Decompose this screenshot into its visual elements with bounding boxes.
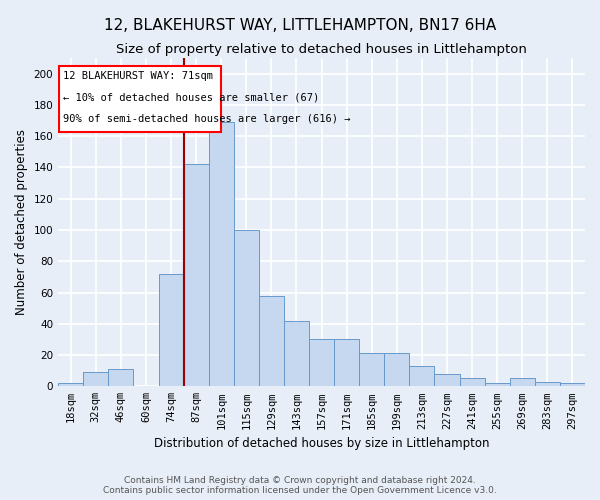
Bar bbox=[284, 320, 309, 386]
Bar bbox=[234, 230, 259, 386]
Bar bbox=[109, 369, 133, 386]
X-axis label: Distribution of detached houses by size in Littlehampton: Distribution of detached houses by size … bbox=[154, 437, 490, 450]
Bar bbox=[510, 378, 535, 386]
Bar bbox=[535, 382, 560, 386]
Bar bbox=[409, 366, 434, 386]
Bar bbox=[259, 296, 284, 386]
Bar bbox=[334, 340, 359, 386]
Text: ← 10% of detached houses are smaller (67): ← 10% of detached houses are smaller (67… bbox=[63, 92, 319, 102]
Bar bbox=[560, 383, 585, 386]
Bar bbox=[359, 354, 385, 386]
Bar bbox=[385, 354, 409, 386]
Text: 12 BLAKEHURST WAY: 71sqm: 12 BLAKEHURST WAY: 71sqm bbox=[63, 70, 213, 81]
Bar bbox=[83, 372, 109, 386]
Bar bbox=[58, 383, 83, 386]
Text: 90% of semi-detached houses are larger (616) →: 90% of semi-detached houses are larger (… bbox=[63, 114, 350, 124]
Bar bbox=[184, 164, 209, 386]
Text: Contains HM Land Registry data © Crown copyright and database right 2024.
Contai: Contains HM Land Registry data © Crown c… bbox=[103, 476, 497, 495]
Y-axis label: Number of detached properties: Number of detached properties bbox=[15, 129, 28, 315]
Title: Size of property relative to detached houses in Littlehampton: Size of property relative to detached ho… bbox=[116, 42, 527, 56]
Bar bbox=[309, 340, 334, 386]
Text: 12, BLAKEHURST WAY, LITTLEHAMPTON, BN17 6HA: 12, BLAKEHURST WAY, LITTLEHAMPTON, BN17 … bbox=[104, 18, 496, 32]
Bar bbox=[485, 383, 510, 386]
Bar bbox=[209, 122, 234, 386]
FancyBboxPatch shape bbox=[59, 66, 221, 132]
Bar bbox=[434, 374, 460, 386]
Bar bbox=[158, 274, 184, 386]
Bar bbox=[460, 378, 485, 386]
